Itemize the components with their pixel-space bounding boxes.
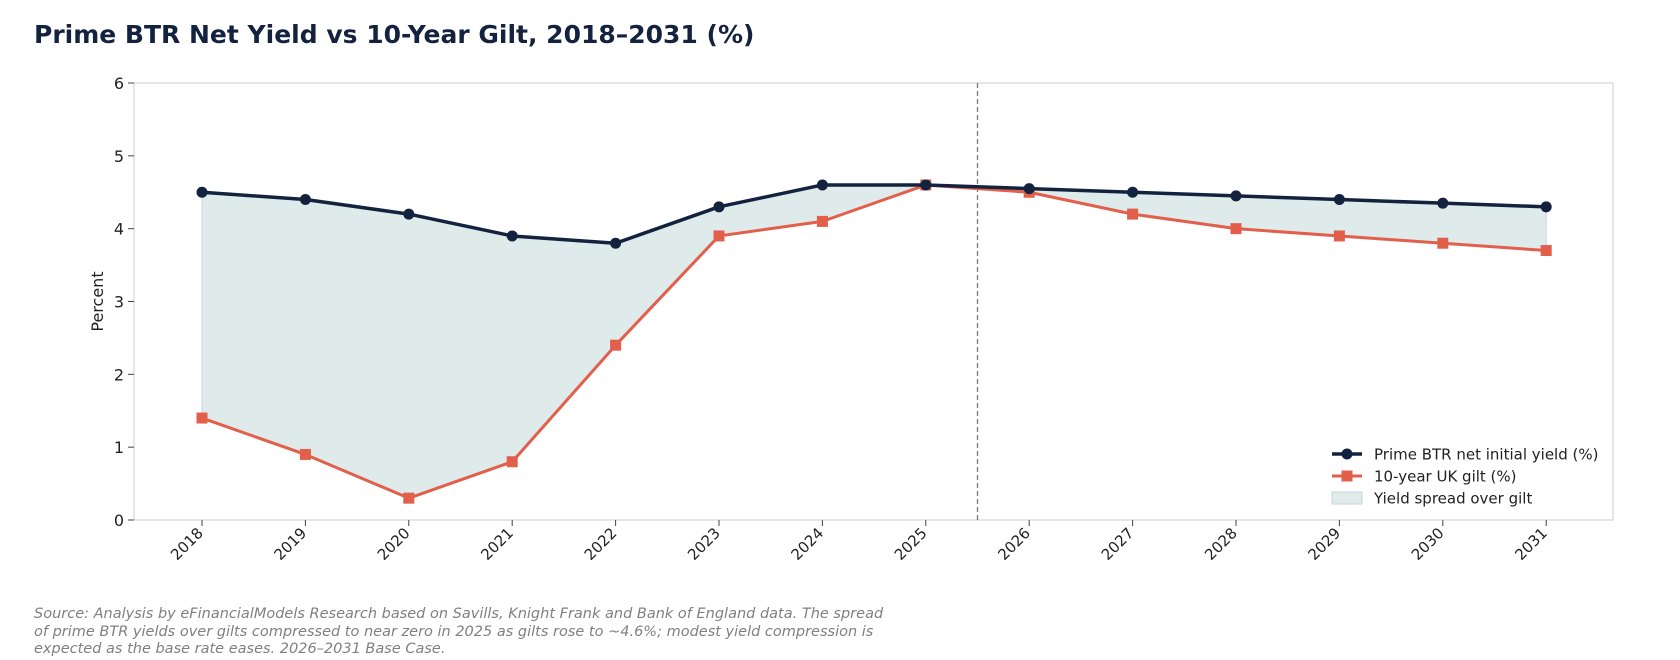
x-tick-label: 2023: [684, 524, 724, 564]
legend: Prime BTR net initial yield (%) 10-year U…: [1331, 446, 1598, 508]
btr-series-point: [1230, 190, 1242, 202]
btr-series-point: [299, 194, 311, 206]
gilt-series-point: [713, 230, 725, 242]
legend-label-btr: Prime BTR net initial yield (%): [1374, 446, 1598, 464]
gilt-series-point: [610, 339, 622, 351]
legend-spread-swatch: [1331, 491, 1363, 505]
y-tick-label: 6: [114, 74, 124, 93]
x-tick-label: 2025: [891, 524, 931, 564]
series-layer: [196, 179, 1552, 504]
btr-series-point: [610, 237, 622, 249]
btr-series-point: [920, 179, 932, 191]
line-chart: 0 1 2 3 4 5 6 2018 2019 2020 2021 2022 2023 2024 2025…: [88, 74, 1614, 564]
gilt-series-point: [1127, 208, 1139, 220]
legend-gilt-marker: [1341, 470, 1353, 482]
x-tick-label: 2027: [1098, 524, 1138, 564]
x-tick-label: 2028: [1201, 524, 1241, 564]
y-tick-label: 2: [114, 365, 124, 384]
gilt-series-line: [201, 183, 1547, 500]
gilt-series-point: [299, 448, 311, 460]
x-tick-label: 2018: [167, 524, 207, 564]
gilt-series-point: [506, 456, 518, 468]
btr-series-point: [1127, 186, 1139, 198]
x-axis: 2018 2019 2020 2021 2022 2023 2024 2025 2026 2027…: [167, 520, 1551, 564]
x-tick-label: 2026: [994, 524, 1034, 564]
btr-series-point: [1333, 194, 1345, 206]
gilt-series-point: [1540, 245, 1552, 257]
x-tick-label: 2021: [477, 524, 517, 564]
gilt-series-point: [1333, 230, 1345, 242]
x-tick-label: 2019: [270, 524, 310, 564]
legend-btr-marker: [1341, 448, 1353, 460]
x-tick-label: 2020: [374, 524, 414, 564]
y-tick-label: 1: [114, 438, 124, 457]
y-tick-label: 3: [114, 293, 124, 312]
source-note: Source: Analysis by eFinancialModels Res…: [34, 606, 884, 657]
chart-title: Prime BTR Net Yield vs 10-Year Gilt, 201…: [34, 20, 755, 49]
btr-series-point: [403, 208, 415, 220]
x-tick-label: 2022: [581, 524, 621, 564]
btr-series-point: [1437, 197, 1449, 209]
x-tick-label: 2029: [1304, 524, 1344, 564]
x-tick-label: 2030: [1408, 524, 1448, 564]
btr-series-point: [713, 201, 725, 213]
y-axis: 0 1 2 3 4 5 6: [114, 74, 134, 530]
legend-label-spread: Yield spread over gilt: [1373, 490, 1532, 508]
gilt-series-point: [196, 412, 208, 424]
x-tick-label: 2031: [1511, 524, 1551, 564]
y-axis-label: Percent: [88, 271, 107, 331]
btr-series-point: [506, 230, 518, 242]
btr-series-line: [201, 183, 1547, 245]
btr-series-point: [1540, 201, 1552, 213]
gilt-series-point: [1230, 223, 1242, 235]
btr-series-point: [196, 186, 208, 198]
y-tick-label: 5: [114, 147, 124, 166]
y-tick-label: 0: [114, 511, 124, 530]
btr-series-point: [1023, 183, 1035, 195]
legend-label-gilt: 10-year UK gilt (%): [1374, 468, 1517, 486]
gilt-series-point: [403, 492, 415, 504]
gilt-series-point: [1437, 237, 1449, 249]
x-tick-label: 2024: [787, 524, 827, 564]
btr-series-point: [816, 179, 828, 191]
y-tick-label: 4: [114, 220, 124, 239]
gilt-series-point: [816, 215, 828, 227]
